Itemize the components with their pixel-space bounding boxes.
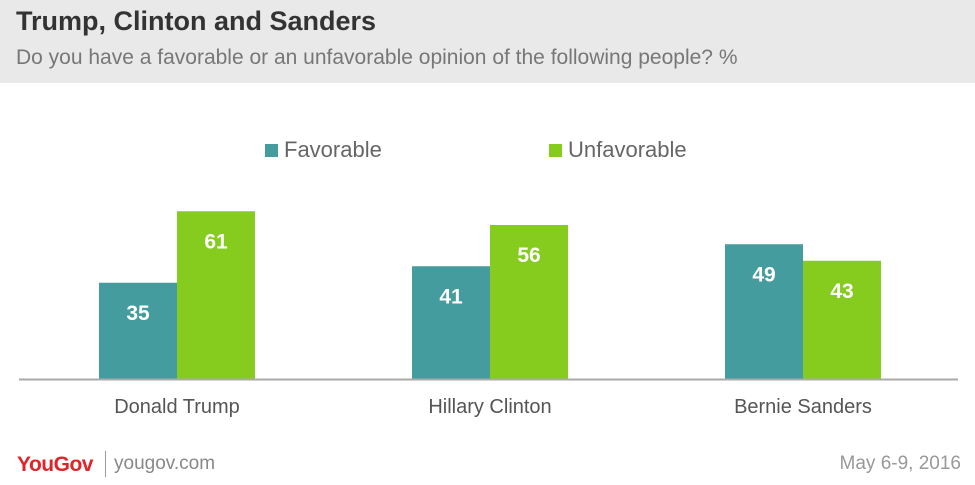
legend-swatch-unfavorable [549,143,562,157]
footer-website: yougov.com [114,453,216,474]
yougov-logo: YouGov [17,453,93,476]
data-label-bernie-sanders-unfavorable: 43 [830,280,853,303]
bar-donald-trump-favorable [99,282,177,379]
legend-item-favorable: Favorable [265,137,382,163]
bar-bernie-sanders-unfavorable [803,260,881,379]
data-label-bernie-sanders-favorable: 49 [752,263,775,286]
data-label-hillary-clinton-favorable: 41 [439,285,463,308]
bar-hillary-clinton-unfavorable [490,225,568,379]
footer-date: May 6-9, 2016 [839,453,961,474]
bar-donald-trump-unfavorable [177,211,255,379]
legend-label-unfavorable: Unfavorable [568,137,687,162]
legend-label-favorable: Favorable [284,137,382,162]
footer-divider [105,451,106,477]
category-label-donald-trump: Donald Trump [114,396,240,418]
data-label-donald-trump-unfavorable: 61 [204,230,228,253]
chart-title: Trump, Clinton and Sanders [16,6,377,36]
chart-subtitle: Do you have a favorable or an unfavorabl… [16,46,738,69]
data-label-hillary-clinton-unfavorable: 56 [517,244,540,267]
bar-chart: 35 61 Donald Trump 41 56 Hillary Clinton 49 43 B… [19,211,958,418]
bar-hillary-clinton-favorable [412,266,490,379]
category-label-hillary-clinton: Hillary Clinton [428,396,551,418]
data-label-donald-trump-favorable: 35 [126,302,150,325]
legend-item-unfavorable: Unfavorable [549,137,687,163]
category-label-bernie-sanders: Bernie Sanders [734,396,872,418]
bar-bernie-sanders-favorable [725,244,803,379]
chart-header: Trump, Clinton and Sanders Do you have a… [0,0,975,83]
legend-swatch-favorable [265,143,278,157]
